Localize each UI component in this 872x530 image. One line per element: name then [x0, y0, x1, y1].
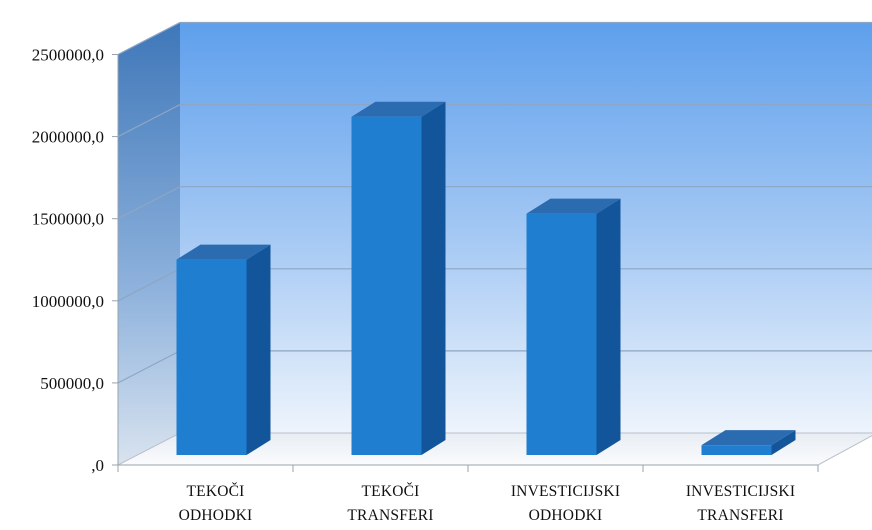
- x-tick-label: TEKOČI TRANSFERI: [347, 483, 433, 524]
- back-wall: [180, 22, 872, 433]
- x-tick-label: INVESTICIJSKI TRANSFERI: [686, 483, 795, 524]
- bar: [526, 198, 621, 455]
- x-axis-tick-labels: TEKOČI ODHODKI TEKOČI TRANSFERI INVESTICIJSK…: [179, 483, 795, 524]
- bar-front: [176, 259, 247, 455]
- side-wall: [118, 22, 180, 465]
- bar-top: [351, 101, 446, 117]
- bar-front: [351, 116, 422, 456]
- bar-top: [176, 244, 271, 260]
- y-tick-label: 500000,0: [40, 374, 104, 393]
- bar-side: [771, 430, 796, 455]
- y-tick-label: 1500000,0: [32, 210, 104, 229]
- y-tick-label: 1000000,0: [32, 292, 104, 311]
- gridline: [117, 21, 872, 56]
- bar-top: [701, 430, 796, 446]
- bar: [701, 430, 796, 455]
- bars: [176, 101, 796, 456]
- bar-front: [526, 213, 597, 455]
- axes: [112, 54, 819, 472]
- gridline: [117, 186, 872, 220]
- bar: [176, 244, 271, 455]
- y-axis-tick-labels: ,0 500000,0 1000000,0 1500000,0 2000000,0 250…: [32, 46, 104, 476]
- bar-side: [596, 198, 621, 455]
- y-tick-label: ,0: [91, 456, 104, 475]
- bar-front: [701, 445, 772, 455]
- x-tick-label: TEKOČI ODHODKI: [179, 483, 253, 524]
- bar-top: [526, 198, 621, 214]
- bar: [351, 101, 446, 456]
- gridline: [117, 103, 872, 138]
- y-tick-label: 2000000,0: [32, 128, 104, 147]
- bar-side: [246, 244, 271, 455]
- y-tick-label: 2500000,0: [32, 46, 104, 65]
- x-tick-label: INVESTICIJSKI ODHODKI: [511, 483, 620, 524]
- bar-side: [421, 101, 446, 456]
